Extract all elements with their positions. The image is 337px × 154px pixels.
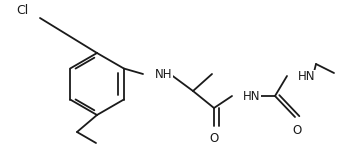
Text: Cl: Cl: [16, 4, 28, 16]
Text: O: O: [293, 124, 302, 136]
Text: HN: HN: [243, 89, 261, 103]
Text: NH: NH: [155, 67, 173, 81]
Text: HN: HN: [298, 69, 315, 83]
Text: O: O: [209, 132, 219, 144]
